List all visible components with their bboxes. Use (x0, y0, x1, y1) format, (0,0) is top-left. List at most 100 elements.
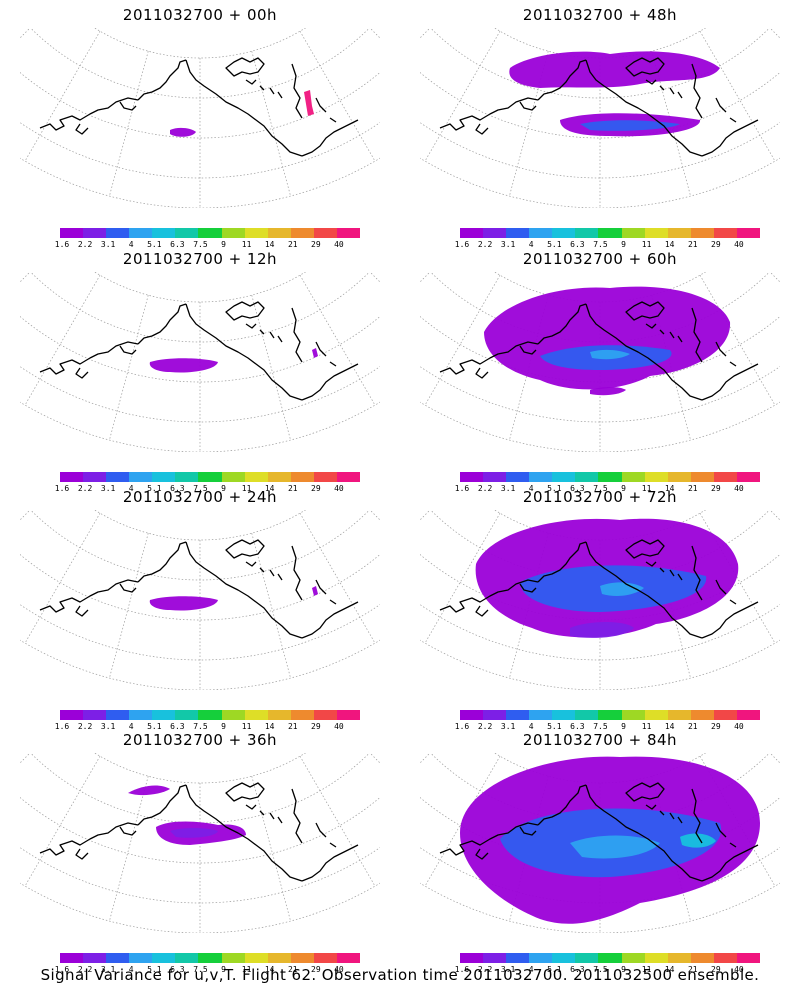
variance-region (149, 358, 218, 373)
meridian-gridline (24, 31, 101, 162)
colorbar-swatch (244, 228, 268, 238)
meridian-gridline (20, 28, 31, 39)
colorbar-label: 29 (711, 484, 721, 493)
latitude-gridline (20, 639, 380, 690)
map-panel: 2011032700 + 48h 1.6 2.2 3.1 4 5.1 6.3 7.5 9 11 14… (410, 6, 790, 249)
meridian-gridline (109, 295, 149, 441)
colorbar-label: 29 (311, 722, 321, 731)
coastline (701, 119, 759, 157)
colorbar-label: 2.2 (77, 965, 93, 974)
colorbar (60, 472, 361, 482)
colorbar-label: 9 (621, 722, 626, 731)
variance-region (128, 785, 170, 796)
coastline (519, 826, 537, 836)
colorbar-label: 2.2 (77, 484, 93, 493)
colorbar-label: 21 (287, 722, 298, 731)
colorbar-label: 6.3 (570, 965, 585, 974)
colorbar-swatch (129, 953, 153, 963)
colorbar-label: 21 (687, 965, 698, 974)
colorbar-label: 2.2 (77, 722, 93, 731)
colorbar-label: 6.3 (170, 722, 185, 731)
coastline (691, 545, 703, 601)
colorbar-label: 5.1 (547, 722, 562, 731)
meridian-gridline (420, 28, 431, 39)
colorbar-swatch (598, 472, 622, 482)
meridian-gridline (299, 513, 376, 644)
coastline (137, 784, 187, 826)
meridian-gridline (420, 510, 431, 521)
coastline (301, 601, 359, 639)
meridian-gridline (20, 272, 31, 283)
colorbar-swatch (575, 472, 599, 482)
meridian-gridline (24, 756, 101, 887)
coastline (439, 97, 539, 131)
coastline (625, 301, 665, 321)
colorbar-label: 29 (311, 484, 321, 493)
coastline (185, 784, 303, 882)
colorbar-label: 5.1 (147, 240, 162, 249)
coastline (537, 303, 587, 345)
colorbar-swatch (575, 953, 599, 963)
coastline (39, 579, 139, 613)
colorbar-label: 11 (241, 484, 252, 493)
coastline (701, 844, 759, 882)
colorbar-label: 11 (641, 965, 652, 974)
meridian-gridline (424, 513, 501, 644)
colorbar-swatch (644, 472, 668, 482)
colorbar-swatch (267, 228, 291, 238)
panel-title: 2011032700 + 48h (522, 6, 678, 24)
meridian-gridline (251, 51, 291, 197)
colorbar-label: 3.1 (500, 965, 516, 974)
coastline (75, 123, 89, 135)
colorbar-label: 6.3 (170, 240, 185, 249)
coastline (75, 605, 89, 617)
colorbar-swatch (621, 710, 645, 720)
colorbar-label: 9 (221, 484, 226, 493)
coastline (225, 782, 265, 802)
colorbar-label: 9 (221, 240, 226, 249)
colorbar-label: 7.5 (593, 965, 608, 974)
colorbar-swatch (60, 710, 84, 720)
colorbar-label: 21 (687, 240, 698, 249)
meridian-gridline (109, 533, 149, 679)
colorbar-label: 7.5 (193, 240, 208, 249)
colorbar-swatch (736, 228, 761, 238)
colorbar-swatch (129, 710, 153, 720)
coastline (119, 826, 137, 836)
colorbar-label: 40 (334, 722, 344, 731)
colorbar-label: 3.1 (100, 965, 116, 974)
colorbar-swatch (621, 228, 645, 238)
coastline (137, 541, 187, 583)
panel-title: 2011032700 + 36h (122, 731, 278, 749)
colorbar-swatch (267, 953, 291, 963)
colorbar-label: 11 (241, 965, 252, 974)
coastline (291, 63, 303, 119)
colorbar-label: 9 (221, 722, 226, 731)
colorbar-labels: 1.6 2.2 3.1 4 5.1 6.3 7.5 9 11 14 21 29 40 (455, 484, 760, 494)
colorbar-label: 1.6 (454, 965, 470, 974)
latitude-gridline (420, 882, 780, 933)
panel-title: 2011032700 + 60h (522, 250, 678, 268)
colorbar-swatch (690, 228, 714, 238)
latitude-gridline (93, 28, 307, 59)
colorbar-swatch (713, 953, 737, 963)
variance-region (149, 596, 218, 611)
colorbar-swatch (60, 953, 84, 963)
colorbar-label: 9 (621, 965, 626, 974)
meridian-gridline (420, 753, 431, 764)
coastline (701, 601, 759, 639)
coastline (691, 63, 703, 119)
colorbar-swatch (713, 472, 737, 482)
colorbar-label: 40 (734, 965, 744, 974)
coastline (537, 541, 587, 583)
latitude-gridline (20, 401, 380, 452)
colorbar-label: 4 (128, 484, 134, 493)
colorbar-swatch (644, 228, 668, 238)
colorbar-label: 29 (311, 965, 321, 974)
colorbar-label: 11 (641, 240, 652, 249)
colorbar-swatch (336, 953, 361, 963)
colorbar-label: 14 (264, 722, 275, 731)
colorbar-label: 4 (528, 484, 534, 493)
colorbar-swatch (313, 472, 337, 482)
colorbar-label: 9 (221, 965, 226, 974)
